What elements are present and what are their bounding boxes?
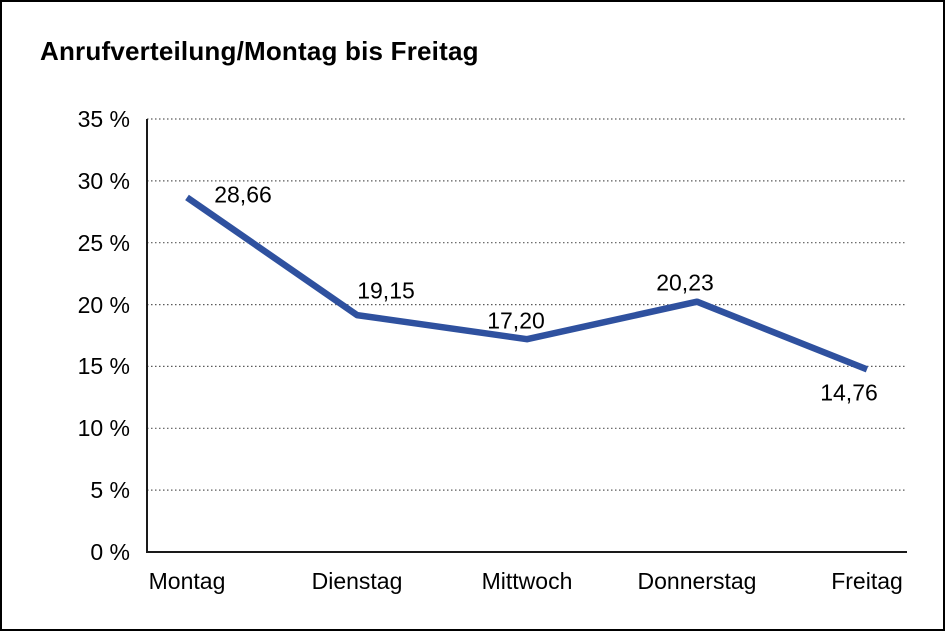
x-category-label: Donnerstag	[637, 568, 757, 594]
y-tick-label: 35 %	[77, 106, 130, 132]
y-tick-label: 0 %	[90, 539, 130, 565]
chart-title: Anrufverteilung/Montag bis Freitag	[40, 36, 479, 66]
x-category-label: Freitag	[831, 568, 903, 594]
data-point-label: 14,76	[820, 379, 878, 406]
data-point-label: 19,15	[357, 277, 415, 304]
x-category-label: Montag	[148, 568, 226, 594]
data-point-label: 28,66	[214, 181, 272, 208]
y-tick-label: 25 %	[77, 229, 130, 256]
y-tick-label: 20 %	[77, 291, 130, 318]
y-tick-label: 15 %	[77, 353, 130, 380]
x-category-label: Mittwoch	[481, 568, 573, 594]
axis-lines	[146, 119, 907, 553]
x-category-label: Dienstag	[311, 568, 403, 594]
data-point-label: 20,23	[656, 269, 714, 296]
y-tick-label: 10 %	[77, 415, 130, 442]
data-point-label: 17,20	[487, 307, 545, 334]
series-line	[185, 194, 869, 373]
y-tick-label: 30 %	[77, 167, 130, 194]
y-tick-label: 5 %	[90, 477, 130, 504]
